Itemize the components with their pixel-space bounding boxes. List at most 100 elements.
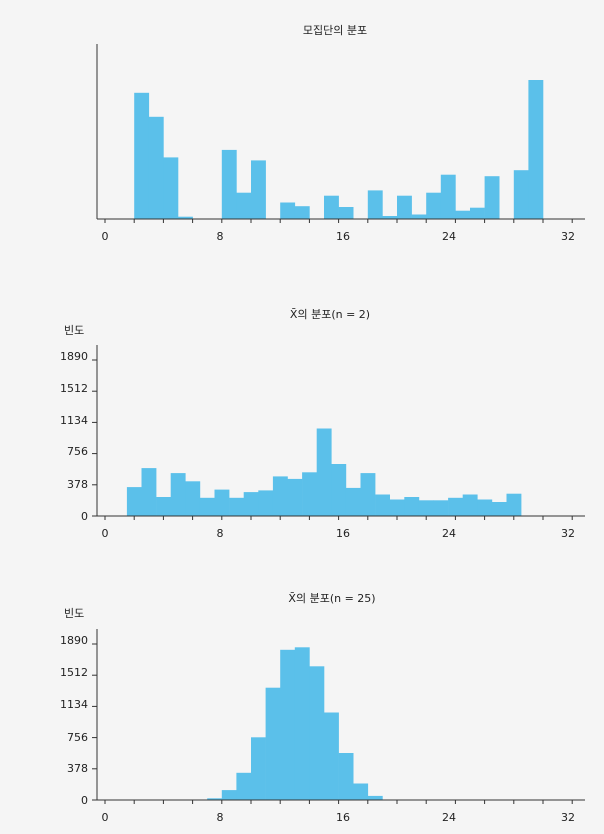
bar [375, 494, 390, 516]
x-minor-ticks [104, 516, 573, 520]
bar [236, 192, 252, 219]
bars [134, 80, 544, 219]
bar [324, 712, 339, 800]
y-ticks [92, 359, 97, 517]
bar [272, 476, 288, 516]
bar [316, 428, 332, 516]
bar [148, 116, 164, 219]
y-tick-label: 1890 [60, 634, 88, 647]
bar [309, 666, 325, 800]
bar [331, 464, 347, 516]
bar [141, 468, 157, 516]
x-tick-label: 16 [336, 527, 350, 540]
y-axis-label: 빈도 [64, 607, 84, 620]
y-tick-label: 378 [67, 478, 88, 491]
chart-population: 모집단의 분포 0 8 16 24 32 [96, 24, 585, 243]
bar [389, 499, 405, 516]
bar [338, 207, 354, 219]
bar [258, 490, 274, 516]
bar [345, 487, 361, 516]
chart-sample-mean-n2: X̄의 분포(n = 2) 빈도 0 378 756 1134 1512 189… [60, 308, 585, 540]
bars [207, 647, 383, 800]
x-tick-label: 0 [102, 527, 109, 540]
y-tick-label: 378 [67, 762, 88, 775]
chart-title: X̄의 분포(n = 2) [290, 308, 370, 321]
bar [126, 487, 142, 516]
y-tick-labels: 0 378 756 1134 1512 1890 [60, 350, 88, 523]
x-tick-label: 32 [561, 230, 575, 243]
bar [207, 798, 223, 800]
chart-sample-mean-n25: X̄의 분포(n = 25) 빈도 0 378 756 1134 1512 18… [60, 592, 585, 824]
x-tick-label: 24 [442, 811, 456, 824]
bar [294, 647, 310, 800]
bar [280, 202, 296, 219]
y-tick-label: 756 [67, 731, 88, 744]
bar [367, 795, 383, 800]
bar [440, 174, 456, 219]
y-tick-label: 756 [67, 445, 88, 458]
bar [360, 473, 376, 516]
bar [178, 216, 193, 219]
x-tick-label: 16 [336, 230, 350, 243]
bar [214, 489, 230, 516]
bar [185, 481, 201, 516]
bar [448, 497, 463, 516]
bar [404, 497, 420, 516]
bar [170, 473, 186, 516]
bar [265, 687, 281, 800]
bar [397, 195, 412, 219]
y-axis-label: 빈도 [64, 324, 84, 337]
bar [455, 210, 471, 219]
x-minor-ticks [104, 219, 573, 223]
x-tick-labels: 0 8 16 24 32 [102, 527, 576, 540]
x-tick-label: 32 [561, 527, 575, 540]
x-tick-label: 8 [217, 811, 224, 824]
y-tick-label: 1134 [60, 698, 88, 711]
x-tick-label: 16 [336, 811, 350, 824]
chart-title: X̄의 분포(n = 25) [288, 592, 375, 605]
bar [491, 502, 507, 516]
x-tick-label: 8 [217, 527, 224, 540]
bar [528, 80, 544, 219]
y-tick-label: 1890 [60, 350, 88, 363]
bar [477, 499, 493, 516]
bar [426, 192, 442, 219]
x-tick-label: 24 [442, 230, 456, 243]
bar [433, 500, 449, 516]
bar [156, 497, 171, 516]
bar [462, 494, 478, 516]
y-tick-label: 1134 [60, 414, 88, 427]
x-tick-label: 32 [561, 811, 575, 824]
bar [199, 497, 215, 516]
bar [418, 500, 434, 516]
bar [243, 492, 259, 516]
bar [221, 790, 237, 800]
bar [411, 214, 427, 219]
x-tick-labels: 0 8 16 24 32 [102, 230, 576, 243]
bar [229, 497, 244, 516]
y-tick-label: 0 [81, 510, 88, 523]
x-tick-label: 0 [102, 230, 109, 243]
bar [236, 772, 252, 800]
bar [251, 160, 266, 219]
y-tick-label: 1512 [60, 382, 88, 395]
y-tick-labels: 0 378 756 1134 1512 1890 [60, 634, 88, 807]
bar [367, 190, 383, 219]
bar [470, 207, 485, 219]
x-tick-labels: 0 8 16 24 32 [102, 811, 576, 824]
bar [484, 176, 500, 219]
bar [163, 157, 179, 219]
bar [280, 649, 296, 800]
x-tick-label: 24 [442, 527, 456, 540]
bar [251, 737, 266, 800]
bars [126, 428, 522, 516]
bar [294, 206, 310, 219]
bar [506, 493, 522, 516]
bar [324, 195, 339, 219]
y-tick-label: 1512 [60, 666, 88, 679]
chart-title: 모집단의 분포 [303, 24, 367, 37]
bar [513, 170, 529, 219]
bar [353, 783, 369, 800]
x-tick-label: 8 [217, 230, 224, 243]
